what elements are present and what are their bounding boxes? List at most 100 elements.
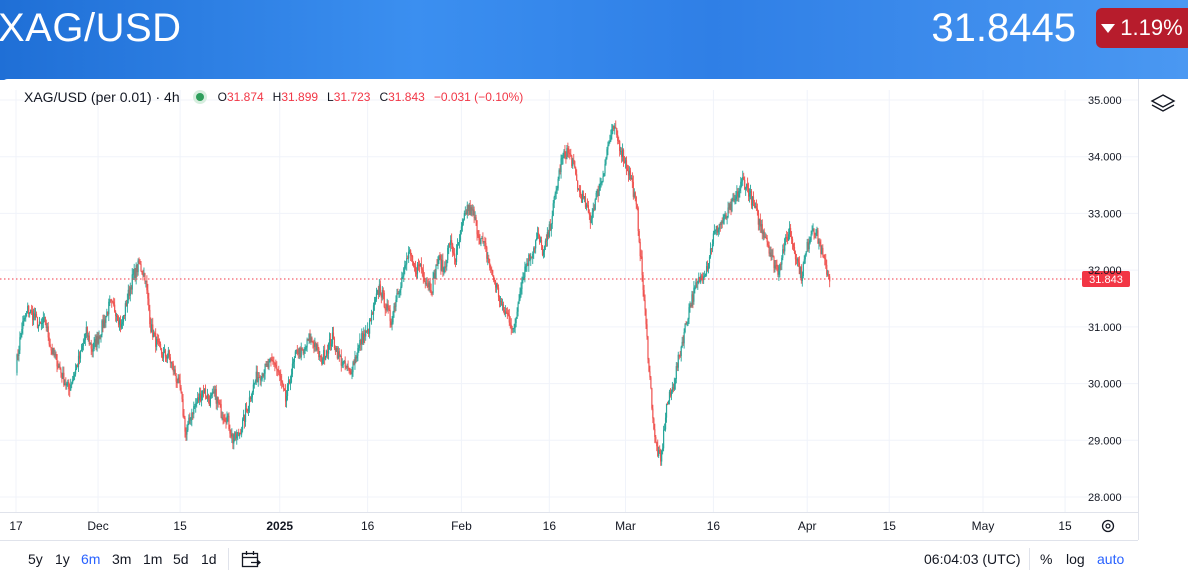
candle [448, 243, 450, 255]
candle-body [788, 234, 790, 241]
timeframe-1m[interactable]: 1m [143, 551, 163, 567]
candle [425, 277, 427, 287]
candle-body [395, 299, 397, 307]
candle-body [587, 205, 589, 213]
candle [57, 360, 59, 370]
candle [116, 313, 118, 323]
candle [87, 332, 89, 342]
candle-body [215, 389, 217, 404]
candle-body [389, 309, 391, 322]
x-tick-label: 16 [361, 519, 375, 533]
timeframe-1y[interactable]: 1y [55, 551, 70, 567]
candle [144, 272, 146, 285]
candle [683, 328, 685, 349]
candle [307, 338, 309, 342]
candle [621, 143, 624, 162]
layers-icon[interactable] [1150, 92, 1176, 121]
candle [340, 349, 342, 372]
candle [233, 433, 235, 450]
candle [232, 432, 234, 450]
candle-body [769, 252, 771, 254]
candle-body [554, 193, 556, 198]
candle [564, 145, 566, 160]
candle [714, 229, 716, 235]
candle-body [31, 310, 33, 312]
candle [44, 316, 46, 326]
candle-body [523, 277, 525, 279]
candle-body [511, 328, 513, 330]
candle-body [217, 397, 219, 403]
candle-body [335, 347, 337, 352]
candle-body [791, 238, 794, 245]
candle [114, 298, 116, 313]
candle-body [445, 266, 447, 268]
candle-body [569, 153, 571, 155]
candle-body [518, 299, 520, 304]
candle-body [211, 392, 213, 395]
timeframe-1d[interactable]: 1d [201, 551, 217, 567]
candle [359, 333, 361, 351]
candle-body [326, 350, 328, 357]
candle-body [488, 258, 490, 264]
candle-body [647, 336, 649, 360]
candle [370, 309, 373, 325]
candle [220, 399, 222, 419]
gear-icon[interactable] [1101, 519, 1115, 533]
candle-body [671, 387, 674, 392]
candle-body [219, 403, 221, 405]
candle [219, 399, 221, 408]
log-toggle[interactable]: log [1066, 551, 1085, 567]
candle [635, 195, 637, 210]
timeframe-5y[interactable]: 5y [28, 551, 43, 567]
candle [497, 284, 500, 301]
candle [508, 308, 510, 327]
candle-body [805, 251, 807, 255]
candle [450, 235, 452, 252]
candle-body [696, 282, 698, 284]
candle [625, 156, 628, 176]
candle [753, 199, 756, 209]
candle-body [285, 396, 288, 402]
candle-body [487, 258, 489, 260]
auto-toggle[interactable]: auto [1097, 551, 1125, 567]
candle [719, 222, 721, 232]
candle-body [827, 274, 829, 276]
x-tick-label: Dec [87, 519, 108, 533]
timeframe-6m[interactable]: 6m [81, 551, 101, 567]
candle-body [447, 248, 449, 261]
candle [773, 255, 775, 273]
candle [653, 417, 655, 431]
candle [290, 368, 293, 384]
candle-body [626, 168, 629, 171]
candle [333, 336, 336, 350]
candle [280, 369, 282, 386]
candle-body [712, 233, 715, 245]
timeframe-3m[interactable]: 3m [112, 551, 132, 567]
candle [91, 344, 93, 358]
percent-toggle[interactable]: % [1040, 551, 1053, 567]
candle [579, 184, 581, 198]
candle [136, 264, 138, 278]
candle-body [733, 198, 735, 200]
candle [642, 271, 644, 297]
candle [208, 395, 211, 406]
candle [615, 120, 617, 129]
candle [365, 325, 367, 341]
utc-clock[interactable]: 06:04:03 (UTC) [924, 551, 1021, 567]
candle-body [324, 349, 326, 360]
calendar-range-icon[interactable] [240, 549, 262, 576]
legend-title[interactable]: XAG/USD (per 0.01) · 4h [24, 89, 180, 105]
timeframe-5d[interactable]: 5d [173, 551, 189, 567]
candle [762, 229, 764, 241]
candle-body [563, 151, 565, 158]
x-tick-label: 2025 [266, 519, 293, 533]
candle [369, 317, 372, 322]
candle [37, 324, 40, 332]
candle-body [203, 388, 206, 393]
candle [604, 159, 606, 177]
candle [62, 366, 64, 380]
candle [553, 195, 555, 209]
candle-body [598, 190, 600, 196]
candle-body [654, 429, 656, 437]
